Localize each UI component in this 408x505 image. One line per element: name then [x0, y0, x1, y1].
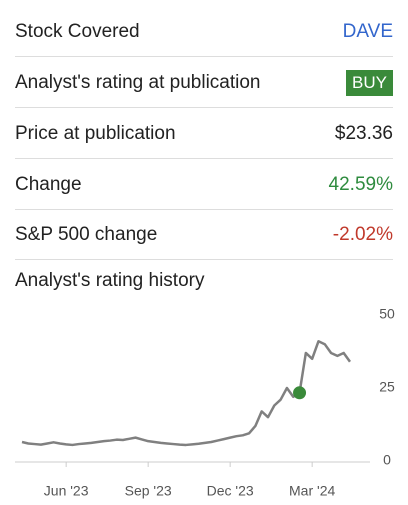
row-label: Analyst's rating at publication — [15, 71, 261, 93]
row-label: Stock Covered — [15, 20, 140, 42]
row: Price at publication $23.36 — [15, 109, 393, 159]
y-tick-label: 25 — [379, 379, 395, 395]
rating-marker — [293, 386, 307, 400]
row: Analyst's rating at publication BUY — [15, 58, 393, 108]
row: S&P 500 change -2.02% — [15, 210, 393, 260]
y-tick-label: 0 — [383, 452, 391, 468]
row-value: -2.02% — [332, 223, 393, 245]
rating-badge: BUY — [346, 69, 393, 96]
row-value: $23.36 — [334, 122, 393, 144]
y-tick-label: 50 — [379, 306, 395, 322]
x-tick-label: Sep '23 — [125, 483, 172, 499]
ticker-link[interactable]: DAVE — [342, 20, 393, 42]
chart-title: Analyst's rating history — [15, 270, 205, 291]
x-tick-label: Dec '23 — [207, 483, 254, 499]
row: Stock Covered DAVE — [15, 7, 393, 57]
x-tick-label: Mar '24 — [289, 483, 335, 499]
row-label: S&P 500 change — [15, 223, 158, 245]
row-label: Price at publication — [15, 122, 176, 144]
row-label: Change — [15, 173, 82, 195]
row: Change 42.59% — [15, 160, 393, 210]
row-value: 42.59% — [328, 173, 393, 195]
x-tick-label: Jun '23 — [44, 483, 89, 499]
